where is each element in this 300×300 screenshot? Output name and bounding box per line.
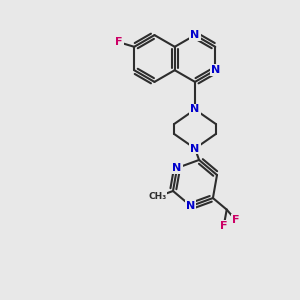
Text: N: N — [172, 163, 182, 173]
Text: F: F — [232, 215, 239, 225]
Text: N: N — [186, 201, 196, 211]
Text: N: N — [190, 104, 200, 115]
Text: N: N — [211, 65, 220, 75]
Text: N: N — [190, 143, 200, 154]
Text: N: N — [190, 30, 200, 40]
Text: F: F — [220, 221, 227, 231]
Text: F: F — [116, 37, 123, 47]
Text: CH₃: CH₃ — [148, 192, 166, 201]
